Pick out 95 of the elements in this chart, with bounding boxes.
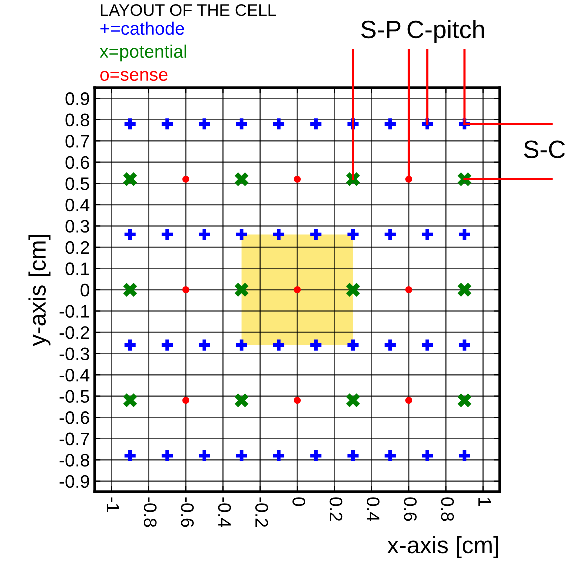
point xyxy=(406,397,412,404)
point xyxy=(459,450,470,462)
point xyxy=(310,118,322,130)
point xyxy=(384,450,396,462)
y-tick-label: 0.9 xyxy=(66,92,90,106)
point xyxy=(422,340,434,351)
point xyxy=(234,283,249,297)
y-tick-label: 0 xyxy=(80,284,90,297)
y-tick-label: 0.8 xyxy=(66,114,90,127)
point xyxy=(406,286,412,294)
point xyxy=(294,176,302,183)
point xyxy=(422,450,434,462)
point xyxy=(199,118,210,130)
y-tick-label: -0.7 xyxy=(60,432,90,446)
y-tick-label: 0.3 xyxy=(66,220,90,233)
point xyxy=(384,340,396,351)
point xyxy=(310,340,322,351)
x-tick-label: 0 xyxy=(292,498,306,506)
point xyxy=(162,450,174,462)
point xyxy=(162,229,174,240)
y-tick-label: 0.5 xyxy=(66,178,90,190)
text: o=sense xyxy=(100,71,168,82)
y-tick-label: 0.6 xyxy=(66,156,90,170)
point xyxy=(124,340,136,351)
point xyxy=(199,229,210,240)
x-tick-label: 0.2 xyxy=(330,498,343,522)
y-tick-label: 0.4 xyxy=(66,198,90,212)
chart-title: LAYOUT OF THE CELL xyxy=(101,4,276,16)
y-tick-label: 0.1 xyxy=(66,262,90,276)
point xyxy=(199,340,210,351)
point xyxy=(123,283,138,297)
y-tick-label: -0.2 xyxy=(60,326,90,340)
x-tick-label: -0.8 xyxy=(144,498,157,528)
text: x=potential xyxy=(100,44,186,62)
x-tick-label: -0.4 xyxy=(218,498,232,528)
point xyxy=(234,172,249,186)
point xyxy=(162,340,174,351)
point xyxy=(236,118,248,130)
point xyxy=(422,229,434,240)
point xyxy=(458,283,472,297)
point xyxy=(236,450,248,462)
point xyxy=(310,229,322,240)
x-tick-label: -0.6 xyxy=(181,498,194,528)
y-tick-label: 0.7 xyxy=(66,135,90,148)
x-tick-label: 0.8 xyxy=(441,498,454,522)
point xyxy=(273,340,285,351)
point xyxy=(124,118,136,130)
x-tick-label: 1 xyxy=(478,498,492,506)
point xyxy=(459,229,470,240)
text: +=cathode xyxy=(100,22,184,36)
point xyxy=(182,286,190,294)
point xyxy=(199,450,210,462)
point xyxy=(273,450,285,462)
point xyxy=(346,394,360,408)
point xyxy=(236,229,248,240)
x-tick-label: -1 xyxy=(107,498,120,512)
x-tick-label: 0.6 xyxy=(404,498,417,522)
point xyxy=(273,229,285,240)
y-tick-label: -0.9 xyxy=(60,475,90,488)
point xyxy=(123,172,138,186)
point xyxy=(182,397,190,404)
point xyxy=(384,229,396,240)
point xyxy=(348,340,359,351)
y-tick-label: -0.6 xyxy=(60,412,90,424)
y-tick-label: -0.4 xyxy=(60,369,90,382)
y-tick-label: -0.1 xyxy=(60,305,90,318)
y-tick-label: 0.2 xyxy=(66,241,90,254)
point xyxy=(294,397,302,404)
point xyxy=(124,229,136,240)
point xyxy=(124,450,136,462)
point xyxy=(459,340,470,351)
y-axis-title: y-axis [cm] xyxy=(28,235,51,346)
point xyxy=(310,450,322,462)
point xyxy=(294,286,302,294)
point xyxy=(348,229,359,240)
point xyxy=(182,176,190,183)
point xyxy=(458,172,472,186)
point xyxy=(458,394,472,408)
y-tick-label: -0.5 xyxy=(60,390,90,404)
x-tick-label: 0.4 xyxy=(367,498,380,522)
point xyxy=(384,118,396,130)
point xyxy=(162,118,174,130)
point xyxy=(273,118,285,130)
x-axis-title: x-axis [cm] xyxy=(387,536,498,558)
annotation: S-C xyxy=(524,140,566,158)
y-tick-label: -0.3 xyxy=(60,348,90,361)
annotation: S-P xyxy=(361,20,401,39)
y-tick-label: -0.8 xyxy=(60,454,90,467)
point xyxy=(234,394,249,408)
x-tick-label: -0.2 xyxy=(256,498,268,528)
point xyxy=(236,340,248,351)
point xyxy=(348,450,359,462)
point xyxy=(346,283,360,297)
annotation: C-pitch xyxy=(408,20,484,44)
point xyxy=(123,394,138,408)
